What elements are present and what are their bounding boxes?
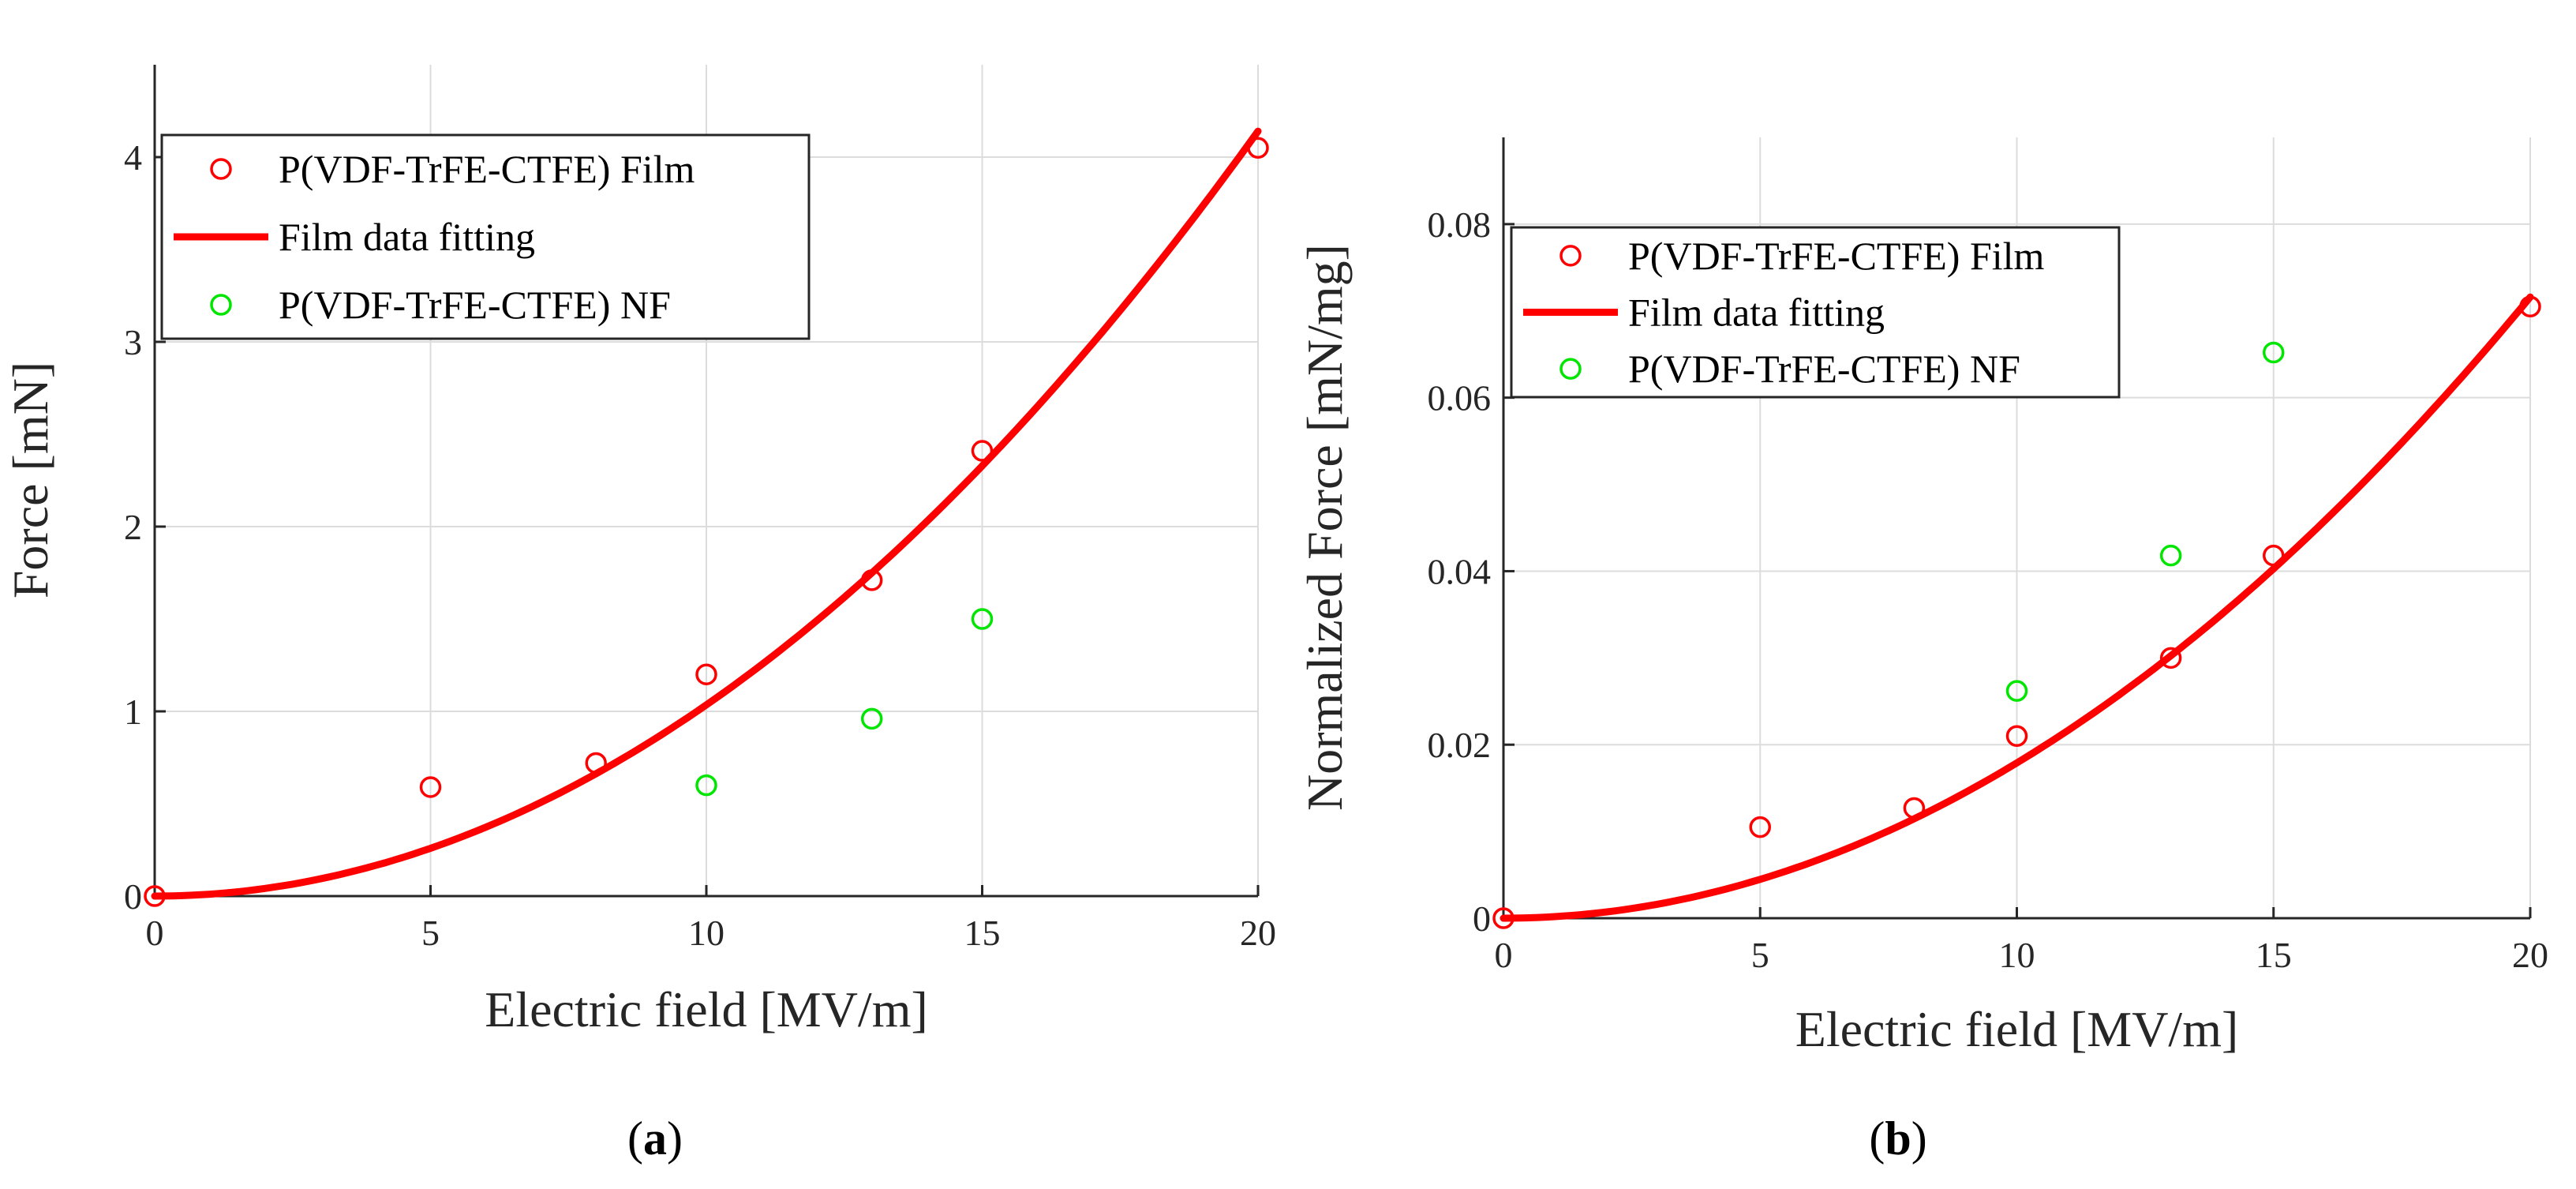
nf-point	[2005, 680, 2028, 702]
legend: P(VDF-TrFE-CTFE) Film Film data fitting P(…	[1510, 226, 2121, 399]
legend-box	[160, 133, 811, 340]
nf-point	[2263, 341, 2285, 364]
legend-marker-symbol	[1559, 245, 1582, 267]
x-tick-label: 20	[1240, 913, 1276, 953]
x-tick-label: 10	[1999, 935, 2035, 975]
legend-label: P(VDF-TrFE-CTFE) Film	[1628, 234, 2045, 278]
x-tick-label: 5	[1751, 935, 1769, 975]
x-tick-label: 10	[688, 913, 724, 953]
nf-series	[695, 608, 994, 797]
fit-curve	[151, 127, 1262, 900]
legend-marker-symbol	[210, 158, 232, 180]
y-tick-label: 1	[124, 692, 142, 732]
x-axis-label: Electric field [MV/m]	[1795, 1001, 2239, 1057]
legend: P(VDF-TrFE-CTFE) Film Film data fitting P(…	[160, 133, 811, 340]
legend-label: P(VDF-TrFE-CTFE) NF	[1628, 347, 2020, 391]
x-tick-label: 15	[2256, 935, 2292, 975]
y-tick-label: 0.02	[1428, 725, 1492, 765]
x-axis-label: Electric field [MV/m]	[485, 981, 928, 1037]
nf-point	[860, 707, 883, 730]
y-tick-label: 2	[124, 507, 142, 547]
fit-curve	[1500, 293, 2534, 922]
x-tick-label: 15	[964, 913, 1001, 953]
y-tick-label: 0	[124, 876, 142, 917]
x-tick-label: 0	[1495, 935, 1513, 975]
y-axis-label: Force [mN]	[2, 362, 58, 598]
panel-caption: (a)	[627, 1112, 683, 1165]
caption-close: )	[1911, 1112, 1927, 1165]
y-axis-label: Normalized Force [mN/mg]	[1297, 244, 1353, 811]
y-tick-label: 0.04	[1428, 551, 1492, 591]
x-tick-label: 0	[146, 913, 164, 953]
y-tick-label: 4	[124, 137, 142, 178]
caption-open: (	[1869, 1112, 1885, 1165]
legend-label: P(VDF-TrFE-CTFE) Film	[279, 147, 695, 191]
nf-point	[695, 774, 717, 797]
legend-label: P(VDF-TrFE-CTFE) NF	[279, 283, 671, 327]
legend-marker-symbol	[1559, 358, 1582, 380]
legend-marker-symbol	[210, 294, 232, 316]
film-point	[2159, 647, 2182, 670]
chart-panel-b: 0 5 10 15 20 0 0.02 0.04 0.06 0.08 Electric field …	[1297, 137, 2548, 1165]
caption-letter: a	[643, 1112, 667, 1165]
caption-letter: b	[1885, 1112, 1911, 1165]
y-tick-label: 0.08	[1428, 204, 1492, 245]
y-tick-label: 0	[1473, 898, 1491, 939]
panel-caption: (b)	[1869, 1112, 1926, 1165]
x-tick-label: 5	[421, 913, 440, 953]
film-point	[2005, 725, 2028, 747]
caption-close: )	[667, 1112, 683, 1165]
y-tick-label: 3	[124, 322, 142, 362]
x-tick-label: 20	[2512, 935, 2548, 975]
film-point	[695, 663, 717, 685]
caption-open: (	[627, 1112, 643, 1165]
nf-point	[2159, 544, 2182, 567]
film-point	[1749, 816, 1771, 838]
nf-point	[971, 608, 994, 630]
y-tick-label: 0.06	[1428, 378, 1492, 418]
legend-label: Film data fitting	[1628, 291, 1885, 335]
nf-series	[2005, 341, 2285, 702]
chart-panel-a: 0 5 10 15 20 0 1 2 3 4 Electric field [MV/m] Force …	[2, 65, 1276, 1165]
film-point	[419, 776, 442, 798]
legend-label: Film data fitting	[279, 215, 535, 259]
